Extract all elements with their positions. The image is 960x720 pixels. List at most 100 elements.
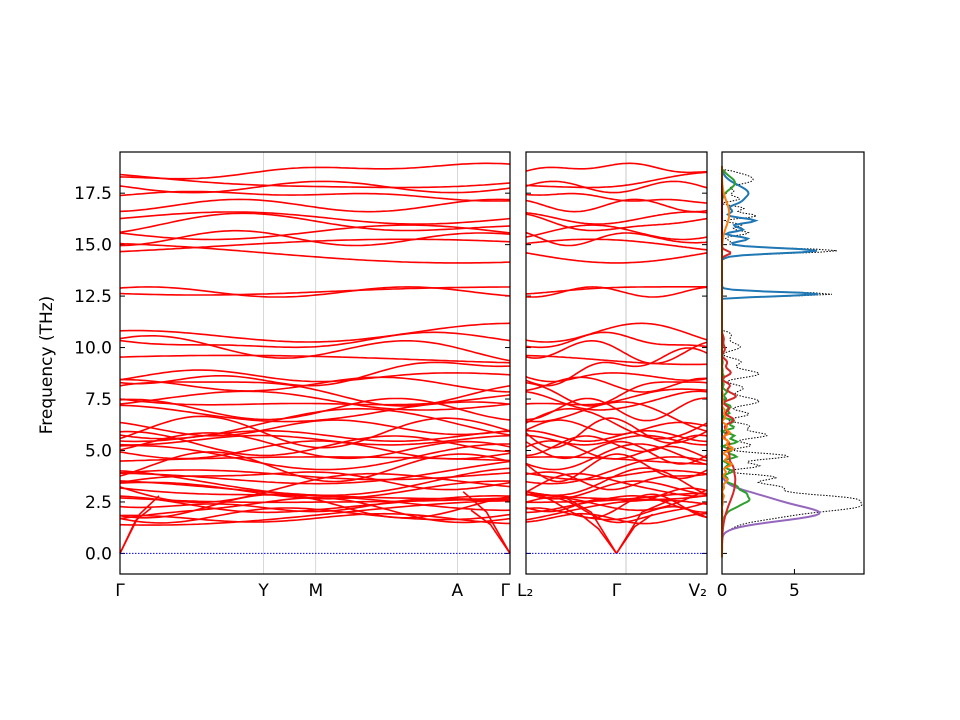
band-line [525, 390, 708, 411]
band-line [119, 162, 511, 180]
acoustic-branch [462, 491, 511, 554]
band-line [525, 286, 708, 298]
y-tick-label: 15.0 [74, 236, 112, 256]
band-line [526, 434, 708, 457]
band-line [525, 171, 708, 189]
band-line [526, 456, 708, 465]
y-tick-label: 0.0 [85, 544, 112, 564]
band-line [119, 415, 511, 449]
panel-frame [525, 151, 708, 575]
band-line [525, 417, 708, 449]
band-line [119, 434, 511, 446]
panel-frame [721, 151, 865, 575]
band-line [525, 180, 708, 194]
band-line [119, 354, 511, 364]
band-line [119, 322, 511, 343]
y-axis-label: Frequency (THz) [37, 296, 57, 435]
band-line [119, 286, 510, 296]
band-line [119, 443, 510, 471]
y-tick-label: 17.5 [74, 184, 112, 204]
band-line [119, 497, 511, 504]
band-line [525, 434, 708, 446]
band-line [119, 369, 511, 383]
band-line [119, 173, 511, 189]
band-line [119, 286, 511, 298]
band-line [119, 198, 511, 213]
y-tick-label: 7.5 [85, 390, 112, 410]
band-line [526, 354, 707, 366]
band-line [525, 192, 708, 204]
acoustic-branch [579, 513, 618, 554]
x-tick-label: Γ [115, 581, 125, 601]
band-line [525, 495, 707, 514]
band-line [525, 286, 707, 295]
acoustic-branch [470, 509, 511, 554]
band-line [119, 512, 511, 525]
band-line [525, 331, 708, 349]
band-line [119, 224, 511, 241]
band-line [119, 451, 511, 483]
band-line [119, 440, 511, 460]
band-line [525, 340, 708, 365]
band-line [525, 453, 708, 483]
x-tick-label: A [452, 581, 464, 601]
band-line [525, 211, 708, 225]
band-line [525, 480, 708, 500]
band-line [525, 440, 708, 465]
band-line [119, 394, 511, 406]
band-line [119, 460, 511, 485]
panel-frames [119, 151, 865, 575]
band-structure-lines [119, 152, 708, 574]
band-line [525, 252, 708, 264]
x-tick-label: Y [257, 581, 269, 601]
band-line [525, 162, 707, 174]
band-line [525, 322, 708, 343]
band-line [525, 443, 708, 471]
acoustic-branch [561, 495, 618, 554]
band-line [525, 381, 708, 407]
band-line [119, 480, 510, 500]
x-axis-ticks: Γ Y M A Γ L₂ Γ V₂ 0 5 [115, 152, 800, 601]
band-line [525, 238, 708, 251]
x-tick-label: L₂ [517, 581, 533, 601]
band-line [119, 212, 511, 234]
band-line [119, 469, 511, 481]
band-line [119, 190, 511, 202]
y-tick-label: 10.0 [74, 339, 112, 359]
band-line [525, 198, 708, 213]
x-tick-label: 5 [789, 581, 800, 601]
band-line [525, 388, 707, 406]
band-line [119, 229, 511, 247]
band-line [525, 471, 708, 491]
x-tick-label: Γ [612, 581, 622, 601]
panel-frame [119, 151, 511, 575]
band-line [119, 180, 511, 194]
band-line [525, 456, 708, 485]
y-tick-label: 5.0 [85, 441, 112, 461]
acoustic-branch [615, 513, 654, 554]
dos-curves [719, 166, 863, 558]
x-tick-label: V₂ [689, 581, 707, 601]
acoustic-branch [119, 495, 160, 554]
band-line [525, 401, 708, 432]
band-line [525, 224, 708, 241]
band-line [525, 231, 708, 247]
band-line [119, 432, 511, 460]
band-line [525, 469, 708, 481]
band-line [119, 381, 511, 407]
band-line [119, 331, 511, 349]
band-line [525, 347, 708, 387]
x-tick-label: 0 [717, 581, 728, 601]
band-line [525, 213, 708, 232]
band-line [525, 419, 708, 436]
dos-total-curve [721, 166, 863, 558]
band-line [525, 499, 708, 521]
y-axis-ticks: 0.0 2.5 5.0 7.5 10.0 12.5 15.0 17.5 [74, 184, 727, 564]
band-line [119, 361, 511, 387]
band-line [525, 372, 708, 383]
band-line [119, 499, 511, 526]
band-line [119, 467, 511, 497]
band-line [119, 390, 511, 411]
dos-blue-curve [721, 166, 819, 558]
